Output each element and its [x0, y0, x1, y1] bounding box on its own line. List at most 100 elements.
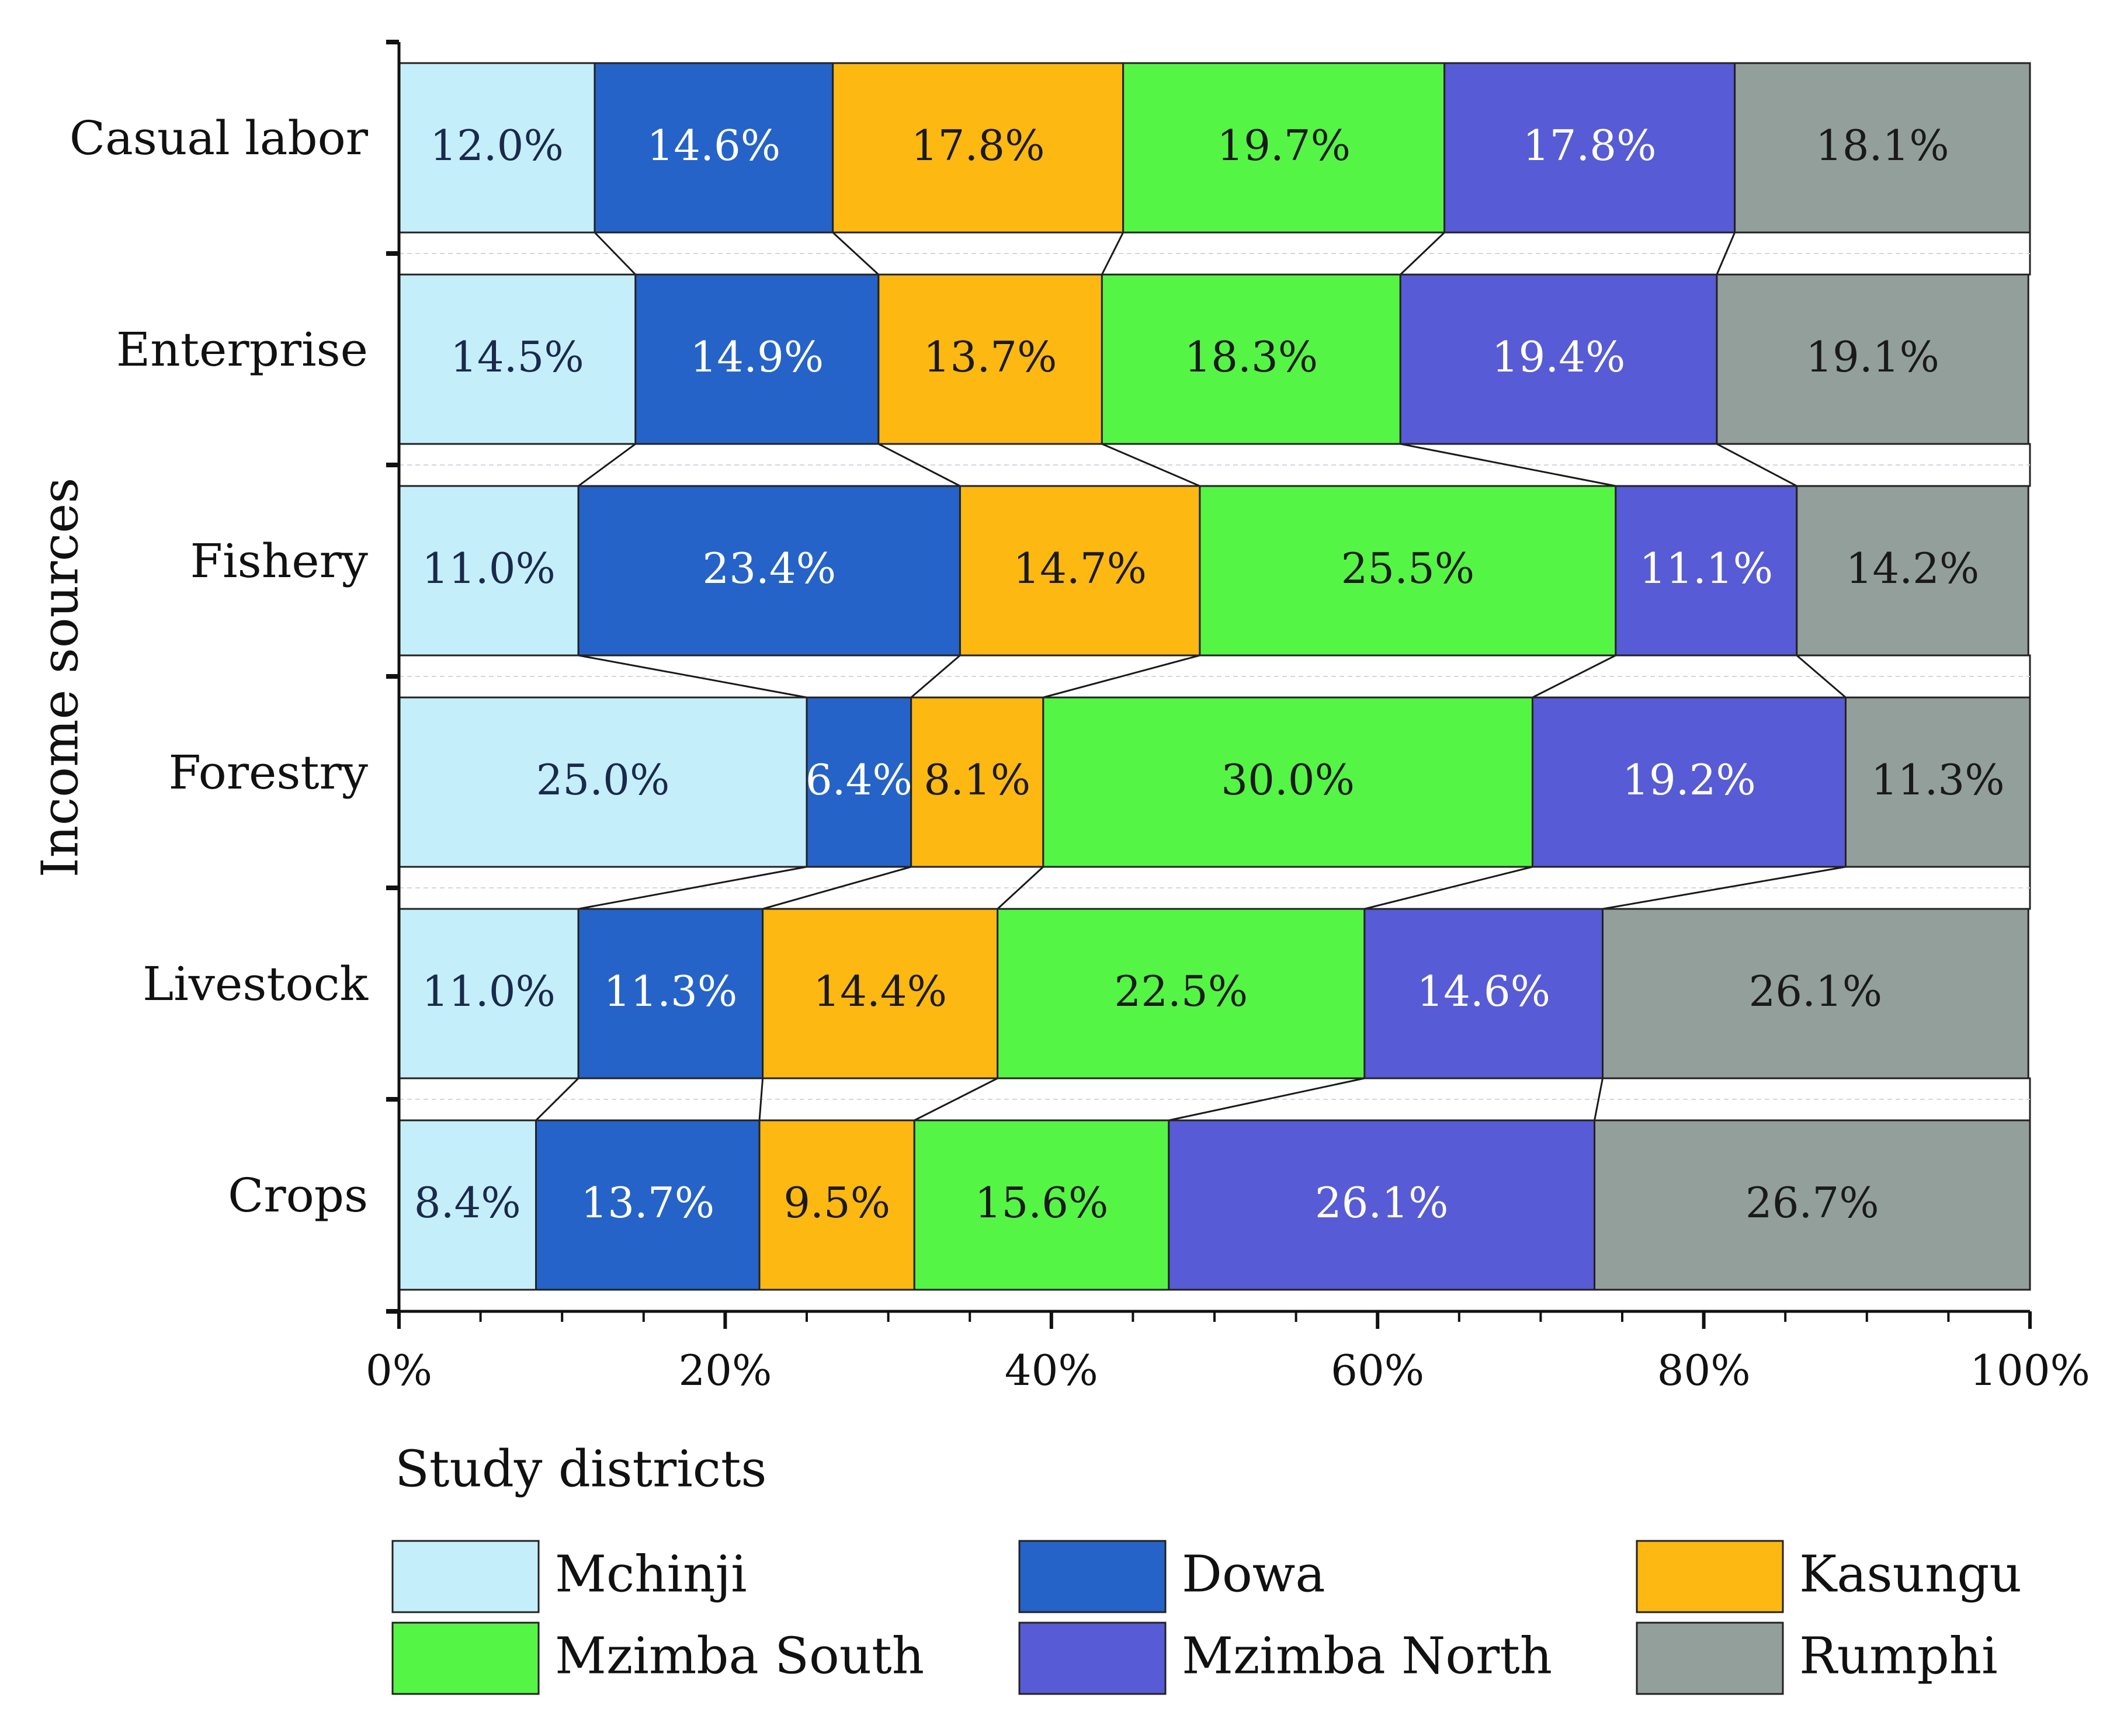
connector-line: [1602, 866, 1846, 910]
data-label: 18.3%: [1184, 332, 1318, 381]
connector-line: [594, 231, 636, 276]
category-label: Casual labor: [70, 111, 369, 165]
connector-line: [1101, 232, 1124, 275]
data-label: 14.9%: [690, 332, 824, 381]
bar-livestock-rumphi: [1601, 908, 2029, 1079]
connector-line: [762, 866, 912, 910]
legend-swatch-kasungu: [1636, 1540, 1784, 1613]
bar-livestock-mzimba-south: [997, 908, 1366, 1079]
data-label: 11.0%: [422, 544, 556, 593]
connector-line: [1796, 654, 1847, 699]
data-label: 12.0%: [430, 121, 564, 170]
data-label: 6.4%: [806, 755, 912, 804]
legend-swatch-rumphi: [1636, 1622, 1784, 1695]
data-label: 13.7%: [581, 1178, 714, 1227]
bar-crops-rumphi: [1594, 1119, 2031, 1291]
connector-line: [1532, 654, 1616, 699]
legend-label-rumphi: Rumphi: [1799, 1627, 1998, 1686]
data-label: 14.6%: [1417, 967, 1550, 1016]
bar-enterprise-mchinji: [398, 273, 637, 445]
data-label: 14.4%: [813, 967, 947, 1016]
data-label: 23.4%: [702, 544, 836, 593]
bar-casual-labor-mchinji: [398, 62, 596, 234]
data-label: 14.6%: [647, 121, 780, 170]
data-label: 17.8%: [1523, 121, 1657, 170]
bar-fishery-mzimba-south: [1199, 485, 1617, 657]
data-label: 19.4%: [1492, 332, 1626, 381]
connector-line: [1400, 443, 1616, 487]
bar-enterprise-rumphi: [1716, 273, 2029, 445]
data-label: 11.3%: [1871, 755, 2005, 804]
bar-livestock-mchinji: [398, 908, 579, 1079]
legend-label-mzimba-south: Mzimba South: [555, 1627, 924, 1686]
connector-line: [910, 654, 961, 699]
bar-casual-labor-mzimba-north: [1443, 62, 1736, 234]
data-label: 14.7%: [1013, 544, 1147, 593]
data-label: 9.5%: [783, 1178, 890, 1227]
data-label: 18.1%: [1816, 121, 1949, 170]
bar-livestock-mzimba-north: [1363, 908, 1604, 1079]
category-label: Enterprise: [116, 322, 368, 377]
bar-crops-kasungu: [758, 1119, 915, 1291]
data-label: 25.0%: [536, 755, 670, 804]
data-label: 22.5%: [1114, 967, 1248, 1016]
data-label: 19.7%: [1217, 121, 1351, 170]
legend: Study districts Mchinji Dowa Kasungu Mzimba …: [391, 1440, 2022, 1695]
data-label: 11.1%: [1639, 544, 1773, 593]
connector-line: [1168, 1077, 1365, 1122]
legend-swatch-mzimba-south: [391, 1622, 540, 1695]
connector-line: [535, 1077, 579, 1122]
bar-enterprise-dowa: [634, 273, 880, 445]
data-label: 26.7%: [1745, 1178, 1879, 1227]
connector-line: [578, 443, 636, 487]
bar-enterprise-mzimba-north: [1399, 273, 1718, 445]
category-label: Forestry: [168, 745, 368, 800]
bar-livestock-dowa: [577, 908, 764, 1079]
connector-line: [997, 866, 1044, 910]
legend-label-dowa: Dowa: [1182, 1546, 1325, 1604]
bar-fishery-rumphi: [1796, 485, 2029, 657]
category-label: Crops: [228, 1168, 368, 1223]
bar-forestry-mzimba-south: [1042, 696, 1533, 868]
connector-line: [758, 1078, 764, 1121]
data-label: 11.0%: [422, 967, 556, 1016]
data-label: 19.2%: [1622, 755, 1756, 804]
data-label: 11.3%: [604, 967, 738, 1016]
bar-forestry-mchinji: [398, 696, 808, 868]
data-label: 19.1%: [1806, 332, 1939, 381]
connector-line: [832, 231, 879, 276]
legend-swatch-dowa: [1018, 1540, 1167, 1613]
connector-line: [1400, 231, 1445, 276]
bar-livestock-kasungu: [762, 908, 999, 1079]
x-tick-label: 0%: [366, 1346, 432, 1395]
data-label: 15.6%: [975, 1178, 1109, 1227]
x-tick-label: 80%: [1657, 1346, 1751, 1395]
connector-line: [578, 866, 807, 910]
data-label: 30.0%: [1221, 755, 1355, 804]
bars: 12.0% 14.6% 17.8% 19.7% 17.8% 18.1% 14.5% 14.9%…: [398, 62, 2031, 1291]
bar-fishery-kasungu: [959, 485, 1201, 657]
data-label: 14.5%: [450, 332, 584, 381]
legend-label-mzimba-north: Mzimba North: [1182, 1627, 1552, 1686]
axes: Casual labor Enterprise Fishery Forestry Liv…: [32, 40, 2090, 1395]
connector-line: [1716, 232, 1736, 275]
connector-line: [1043, 654, 1200, 699]
bar-crops-mzimba-north: [1168, 1119, 1596, 1291]
bar-casual-labor-rumphi: [1734, 62, 2031, 234]
category-label: Livestock: [143, 957, 369, 1011]
data-label: 14.2%: [1846, 544, 1980, 593]
bar-fishery-dowa: [577, 485, 961, 657]
x-tick-label: 20%: [678, 1346, 772, 1395]
legend-label-kasungu: Kasungu: [1799, 1546, 2022, 1604]
data-label: 8.4%: [414, 1178, 521, 1227]
x-tick-label: 100%: [1970, 1346, 2090, 1395]
x-tick-label: 60%: [1331, 1346, 1424, 1395]
bar-forestry-dowa: [806, 696, 912, 868]
y-axis-title: Income sources: [32, 478, 90, 878]
connector-line: [578, 654, 807, 699]
data-label: 26.1%: [1315, 1178, 1449, 1227]
bar-crops-mzimba-south: [913, 1119, 1170, 1291]
bar-enterprise-kasungu: [877, 273, 1103, 445]
bar-forestry-kasungu: [910, 696, 1044, 868]
